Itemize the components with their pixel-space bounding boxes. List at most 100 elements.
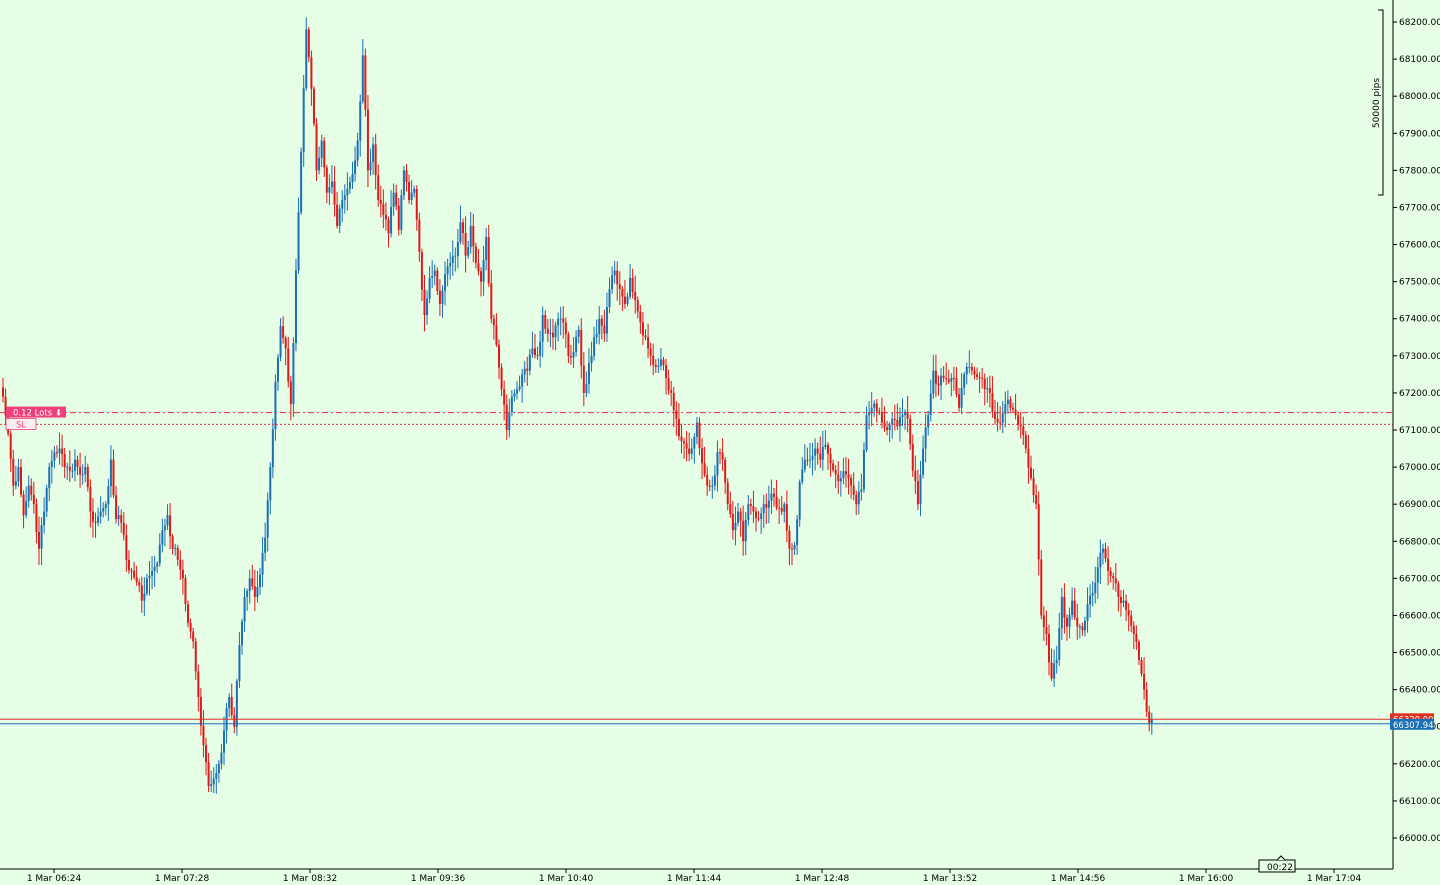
bar-countdown: 00:22 xyxy=(1258,855,1296,873)
candle-body xyxy=(572,352,575,358)
candle-body xyxy=(364,55,367,110)
candle-body xyxy=(775,496,778,508)
ask-price-tag-background xyxy=(1390,718,1434,730)
candle-body xyxy=(757,518,760,520)
candle-body xyxy=(742,520,745,542)
candle-body xyxy=(1130,615,1133,626)
price-tick-label: 67500.00 xyxy=(1399,278,1440,288)
candle-body xyxy=(531,348,534,355)
candle-body xyxy=(999,422,1002,424)
candle-body xyxy=(783,504,786,512)
candle-body xyxy=(243,596,246,622)
candle-body xyxy=(811,455,814,460)
candle-body xyxy=(45,488,48,512)
candle-body xyxy=(84,467,87,475)
candle-body xyxy=(94,521,97,523)
candle-body xyxy=(256,587,259,597)
candle-body xyxy=(880,412,883,423)
candle-body xyxy=(241,621,244,646)
candle-body xyxy=(839,478,842,482)
stop-loss-label: SL xyxy=(16,420,26,430)
candle-body xyxy=(48,467,51,489)
candle-body xyxy=(911,444,914,471)
candle-body xyxy=(433,270,436,277)
candle-body xyxy=(61,448,64,455)
candle-body xyxy=(914,470,917,482)
candle-body xyxy=(942,375,945,379)
candle-body xyxy=(151,570,154,576)
candle-body xyxy=(1089,595,1092,605)
candle-body xyxy=(749,504,752,507)
candle-body xyxy=(713,475,716,486)
candle-body xyxy=(320,140,323,158)
candle-body xyxy=(408,181,411,201)
price-tick-label: 67000.00 xyxy=(1399,463,1440,473)
stop-loss-tag[interactable]: SL xyxy=(5,418,37,430)
candle-body xyxy=(970,366,973,371)
candle-body xyxy=(402,170,405,196)
candle-body xyxy=(276,357,279,382)
price-tick-label: 68100.00 xyxy=(1399,55,1440,65)
candle-body xyxy=(983,378,986,390)
candle-body xyxy=(274,381,277,430)
candle-body xyxy=(369,162,372,171)
price-tick-label: 66100.00 xyxy=(1399,797,1440,807)
candle-body xyxy=(747,504,750,520)
price-axis[interactable]: 68200.00 68100.00 68000.00 67900.00 67800.00… xyxy=(1393,18,1440,844)
candle-body xyxy=(940,375,943,386)
candle-body xyxy=(210,784,213,787)
candle-body xyxy=(205,745,208,763)
candle-body xyxy=(801,469,804,482)
candle-body xyxy=(354,160,357,175)
candle-body xyxy=(960,387,963,408)
candle-body xyxy=(731,514,734,531)
candle-body xyxy=(901,415,904,417)
candle-body xyxy=(37,531,40,549)
candle-body xyxy=(438,290,441,304)
candle-body xyxy=(762,504,765,514)
candle-body xyxy=(410,192,413,201)
candle-body xyxy=(315,123,318,171)
candle-body xyxy=(43,511,46,526)
candle-body xyxy=(184,578,187,605)
candle-body xyxy=(826,444,829,454)
candle-body xyxy=(605,307,608,334)
candle-body xyxy=(397,205,400,230)
candle-body xyxy=(109,459,112,487)
candle-body xyxy=(1055,659,1058,664)
candle-body xyxy=(302,88,305,152)
candle-body xyxy=(166,515,169,526)
candle-body xyxy=(127,559,130,571)
time-axis[interactable]: 1 Mar 06:24 1 Mar 07:28 1 Mar 08:32 1 Mar 0… xyxy=(27,869,1362,884)
candle-body xyxy=(120,515,123,523)
position-tag[interactable]: 0.12 Lots ⬇ xyxy=(6,406,66,419)
candle-body xyxy=(284,337,287,349)
candle-body xyxy=(487,237,490,284)
candle-body xyxy=(220,752,223,764)
candle-body xyxy=(621,289,624,297)
candle-body xyxy=(384,214,387,220)
candle-body xyxy=(793,544,796,550)
candle-body xyxy=(169,515,172,537)
candle-body xyxy=(423,289,426,316)
candle-body xyxy=(536,355,539,357)
candle-body xyxy=(873,403,876,408)
candle-body xyxy=(916,481,919,505)
candle-body xyxy=(968,366,971,368)
candle-body xyxy=(1040,559,1043,616)
candle-body xyxy=(86,467,89,488)
price-tick-label: 66200.00 xyxy=(1399,760,1440,770)
candle-body xyxy=(14,481,17,486)
candle-body xyxy=(472,226,475,247)
candle-body xyxy=(796,519,799,545)
candle-body xyxy=(803,459,806,470)
candle-body xyxy=(215,773,218,779)
candle-body xyxy=(886,427,889,430)
price-tick-label: 67800.00 xyxy=(1399,166,1440,176)
candle-body xyxy=(181,569,184,579)
ask-price-tag: 66307.94 xyxy=(1390,718,1434,731)
candle-body xyxy=(348,182,351,189)
candle-body xyxy=(893,418,896,420)
candle-body xyxy=(503,389,506,405)
